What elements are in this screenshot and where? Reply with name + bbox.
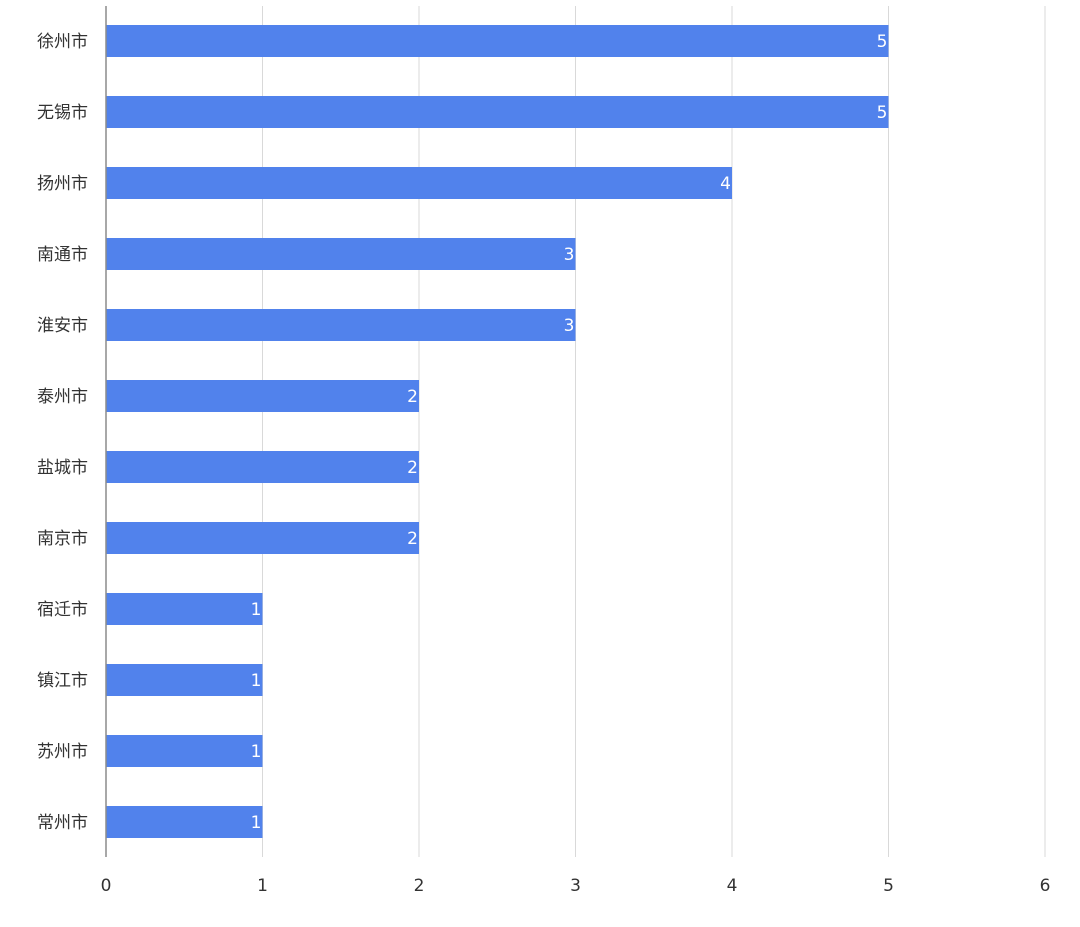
bar-2 <box>106 167 732 199</box>
bar-4 <box>106 309 576 341</box>
data-label: 1 <box>251 742 262 762</box>
bar-11 <box>106 806 263 838</box>
bar-9 <box>106 664 263 696</box>
bar-8 <box>106 593 263 625</box>
data-label: 2 <box>407 387 418 407</box>
data-label: 2 <box>407 458 418 478</box>
bar-6 <box>106 451 419 483</box>
data-label: 1 <box>251 600 262 620</box>
x-tick-label: 4 <box>727 876 738 896</box>
labels: 0 1 2 3 4 5 6 徐州市 5 无锡市 5 扬州市 4 南通市 3 淮安市 3 泰州市 2 盐城市 2 南京市 2 宿… <box>37 32 1050 896</box>
category-label: 宿迁市 <box>37 600 88 620</box>
x-tick-label: 5 <box>883 876 894 896</box>
category-label: 泰州市 <box>37 387 88 407</box>
grid-lines <box>262 6 1046 857</box>
category-label: 苏州市 <box>37 742 88 762</box>
category-label: 扬州市 <box>37 174 88 194</box>
x-tick-label: 2 <box>414 876 425 896</box>
bar-0 <box>106 25 889 57</box>
category-label: 南通市 <box>37 245 88 265</box>
bars <box>106 25 889 838</box>
category-label: 淮安市 <box>37 316 88 336</box>
bar-5 <box>106 380 419 412</box>
category-label: 徐州市 <box>37 32 88 52</box>
category-label: 镇江市 <box>37 671 88 691</box>
data-label: 2 <box>407 529 418 549</box>
data-label: 5 <box>877 32 888 52</box>
bar-1 <box>106 96 889 128</box>
category-label: 无锡市 <box>37 103 88 123</box>
x-tick-label: 0 <box>101 876 112 896</box>
data-label: 5 <box>877 103 888 123</box>
data-label: 1 <box>251 813 262 833</box>
data-label: 1 <box>251 671 262 691</box>
data-label: 3 <box>564 245 575 265</box>
bar-10 <box>106 735 263 767</box>
x-tick-label: 1 <box>257 876 268 896</box>
data-label: 4 <box>720 174 731 194</box>
data-label: 3 <box>564 316 575 336</box>
bar-3 <box>106 238 576 270</box>
bar-7 <box>106 522 419 554</box>
x-tick-label: 6 <box>1040 876 1051 896</box>
category-label: 常州市 <box>37 813 88 833</box>
category-label: 南京市 <box>37 529 88 549</box>
x-tick-label: 3 <box>570 876 581 896</box>
category-label: 盐城市 <box>37 458 88 478</box>
